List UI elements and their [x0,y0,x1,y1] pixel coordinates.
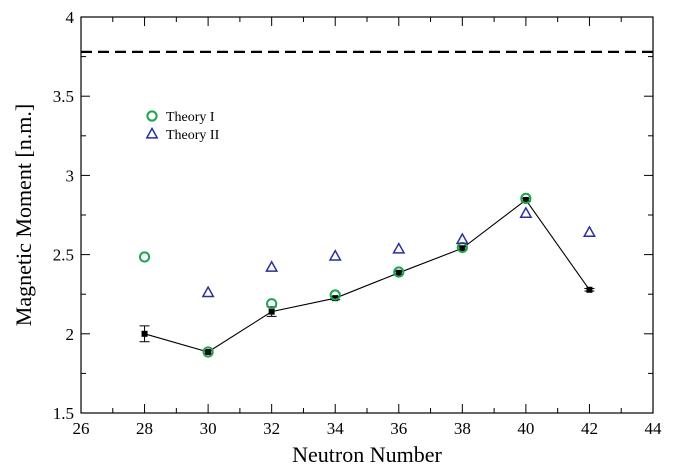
y-axis-title: Magnetic Moment [n.m.] [11,104,36,326]
legend-marker-theory-i [146,110,158,122]
y-tick-label: 2 [66,325,75,344]
x-tick-label: 40 [517,419,534,438]
x-axis-title: Neutron Number [292,442,442,467]
theory-ii-point [328,249,342,261]
theory-series-layer [138,192,596,358]
theory-i-point [329,289,341,301]
theory-i-point [266,298,278,310]
experiment-point [586,286,593,293]
experiment-point [268,308,275,315]
theory-ii-point [582,225,596,238]
x-tick-label: 36 [390,419,407,438]
legend-label-theory-i: Theory I [166,110,215,125]
legend: Theory I Theory II [145,110,220,143]
theory-i-point [202,346,214,358]
tick-labels: 26 28 30 32 34 36 38 40 42 44 1.5 2 2.5 3 3.5 4 [53,8,662,438]
x-tick-label: 38 [454,419,471,438]
experiment-point [522,196,529,203]
experiment-layer [139,196,595,356]
theory-i-point [393,266,405,278]
x-tick-label: 26 [73,419,90,438]
theory-ii-point [201,285,215,298]
plot-frame [80,16,654,414]
y-tick-label: 1.5 [53,404,74,423]
theory-ii-point [455,232,469,245]
x-tick-label: 30 [200,419,217,438]
y-tick-label: 3.5 [53,87,74,106]
legend-label-theory-ii: Theory II [166,128,220,143]
x-tick-label: 44 [645,419,663,438]
theory-i-point [520,192,532,204]
experiment-point [141,330,148,337]
theory-ii-point [392,242,406,254]
experiment-line [144,199,590,353]
experiment-point [205,349,212,356]
experiment-point [332,295,339,302]
y-tick-label: 4 [66,8,75,27]
x-tick-label: 32 [263,419,280,438]
theory-ii-point [265,260,279,272]
experiment-point [459,245,466,252]
legend-marker-theory-ii [145,126,159,139]
theory-ii-point [519,206,533,219]
x-tick-label: 42 [581,419,598,438]
x-tick-label: 34 [327,419,345,438]
experiment-point [395,269,402,276]
y-tick-label: 3 [66,166,75,185]
theory-i-point [138,251,151,263]
x-tick-label: 28 [136,419,153,438]
axis-ticks [80,16,654,414]
y-tick-label: 2.5 [53,246,74,265]
